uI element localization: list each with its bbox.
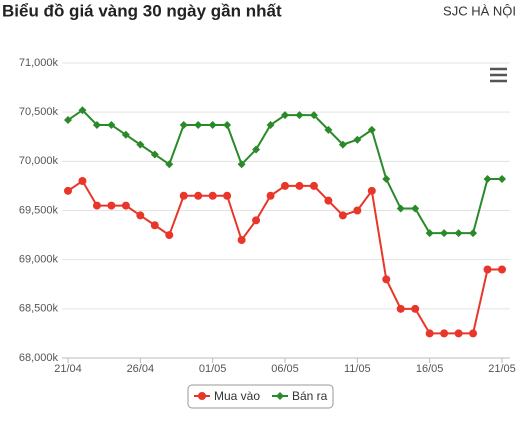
point xyxy=(498,175,506,184)
point xyxy=(425,329,434,338)
point xyxy=(237,236,246,244)
point xyxy=(411,304,420,313)
point xyxy=(150,150,159,159)
point xyxy=(454,329,463,338)
point xyxy=(179,191,188,200)
y-tick-label: 69,000k xyxy=(19,254,59,266)
point xyxy=(324,196,333,205)
point xyxy=(338,140,347,149)
point xyxy=(92,201,101,210)
point xyxy=(64,116,72,125)
point xyxy=(64,186,72,195)
x-tick-label: 16/05 xyxy=(416,363,444,375)
point xyxy=(78,177,87,185)
point xyxy=(136,140,145,149)
point xyxy=(440,329,449,338)
point xyxy=(440,229,449,238)
point xyxy=(198,392,206,400)
point xyxy=(208,191,217,200)
point xyxy=(338,211,347,220)
point xyxy=(92,120,101,129)
point xyxy=(295,111,304,120)
point xyxy=(382,275,391,284)
point xyxy=(382,175,391,184)
point xyxy=(136,211,145,220)
point xyxy=(396,304,405,313)
point xyxy=(353,135,362,144)
point xyxy=(179,120,188,129)
x-tick-label: 11/05 xyxy=(344,363,371,375)
legend-label[interactable]: Bán ra xyxy=(292,389,328,403)
point xyxy=(107,120,116,129)
x-tick-label: 01/05 xyxy=(199,363,227,375)
point xyxy=(208,120,217,129)
legend-box xyxy=(187,384,334,409)
series-line xyxy=(67,179,502,335)
point xyxy=(483,265,492,274)
point xyxy=(165,231,174,240)
chart-subtitle: SJC HÀ NỘI xyxy=(443,3,516,18)
x-tick-label: 26/04 xyxy=(127,363,155,375)
point xyxy=(78,106,87,115)
menu-icon[interactable] xyxy=(490,67,507,83)
point xyxy=(237,160,246,169)
y-tick-label: 70,000k xyxy=(19,155,59,167)
point xyxy=(223,120,232,129)
point xyxy=(498,265,506,274)
point xyxy=(252,145,261,154)
point xyxy=(309,111,318,120)
point xyxy=(411,204,420,213)
point xyxy=(276,392,284,400)
point xyxy=(281,181,289,190)
point xyxy=(266,120,275,129)
y-tick-label: 71,000k xyxy=(19,57,59,69)
point xyxy=(252,216,261,225)
point xyxy=(367,186,376,195)
point xyxy=(324,125,333,134)
point xyxy=(469,329,478,338)
legend-label[interactable]: Mua vào xyxy=(214,389,260,403)
point xyxy=(469,229,478,238)
point xyxy=(483,175,492,184)
point xyxy=(367,125,376,134)
x-tick-label: 21/05 xyxy=(488,363,516,375)
point xyxy=(396,204,405,213)
point xyxy=(295,181,304,190)
point xyxy=(353,206,362,215)
y-tick-label: 68,500k xyxy=(19,303,59,315)
point xyxy=(425,229,434,238)
series-line xyxy=(67,108,502,235)
point xyxy=(150,221,159,230)
point xyxy=(266,191,275,200)
point xyxy=(165,160,174,169)
point xyxy=(194,120,203,129)
point xyxy=(107,201,116,210)
point xyxy=(281,111,289,120)
point xyxy=(194,191,203,200)
point xyxy=(223,191,232,200)
y-tick-label: 69,500k xyxy=(19,204,59,216)
point xyxy=(454,229,463,238)
point xyxy=(121,201,130,210)
x-tick-label: 06/05 xyxy=(271,363,299,375)
x-tick-label: 21/04 xyxy=(54,363,82,375)
point xyxy=(309,181,318,190)
y-tick-label: 68,000k xyxy=(19,352,59,364)
y-tick-label: 70,500k xyxy=(19,106,59,118)
point xyxy=(121,130,130,139)
chart-title: Biểu đồ giá vàng 30 ngày gần nhất xyxy=(2,1,282,20)
